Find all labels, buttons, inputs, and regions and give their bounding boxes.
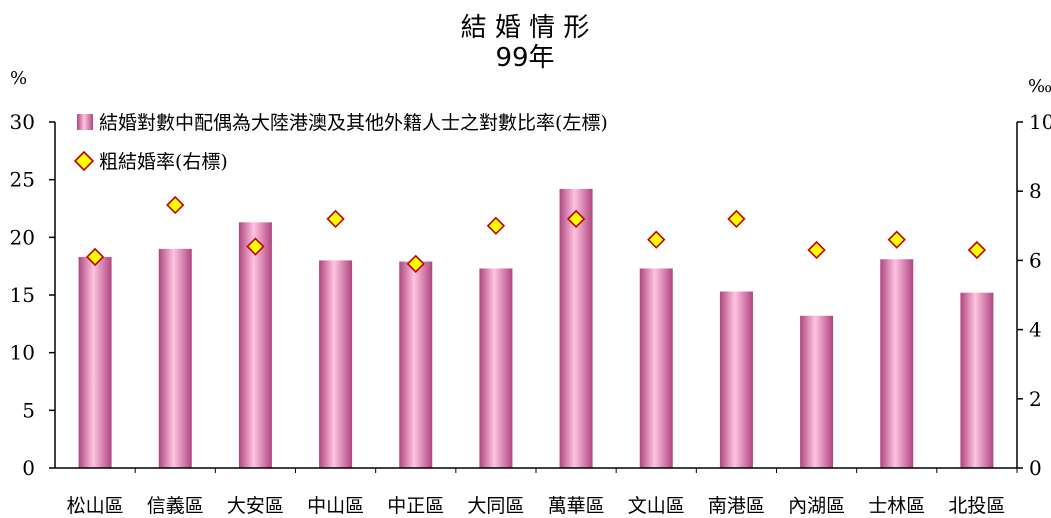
left-tick-label: 10 [10, 341, 35, 365]
left-tick-label: 20 [10, 225, 35, 249]
category-label: 士林區 [868, 495, 925, 517]
category-label: 大同區 [467, 495, 524, 517]
bar [479, 268, 513, 468]
marker-point [566, 209, 586, 229]
legend-marker-label: 粗結婚率(右標) [99, 151, 228, 173]
marker-series [85, 195, 987, 273]
marker-point [727, 209, 746, 229]
legend-bar-swatch [77, 114, 93, 130]
bar [960, 292, 994, 468]
chart-title: 結 婚 情 形 [461, 13, 590, 43]
left-tick-label: 15 [10, 283, 35, 307]
category-label: 萬華區 [548, 495, 605, 517]
right-axis-unit: ‰ [1028, 76, 1051, 97]
legend-bar-label: 結婚對數中配偶為大陸港澳及其他外籍人士之對數比率(左標) [99, 112, 608, 134]
marker-point [967, 240, 987, 260]
left-axis-ticks: 0 5 10 15 20 25 30 [10, 110, 55, 480]
legend-marker-swatch [73, 150, 95, 172]
category-label: 中正區 [387, 495, 444, 517]
category-label: 北投區 [948, 495, 1005, 517]
marker-point [486, 216, 506, 235]
left-axis-unit: % [10, 68, 27, 89]
marker-point [85, 247, 105, 267]
bar [399, 261, 433, 468]
category-label: 中山區 [307, 495, 364, 517]
left-tick-label: 0 [22, 456, 35, 480]
category-label: 信義區 [147, 495, 204, 517]
right-tick-label: 0 [1029, 456, 1042, 480]
legend: 結婚對數中配偶為大陸港澳及其他外籍人士之對數比率(左標) 粗結婚率(右標) [73, 112, 608, 173]
right-tick-label: 10 [1029, 110, 1051, 134]
bar [800, 315, 834, 468]
left-tick-label: 5 [22, 398, 35, 422]
right-tick-label: 6 [1029, 248, 1042, 272]
marker-point [807, 240, 826, 260]
bar [719, 291, 753, 468]
marker-point [887, 230, 906, 249]
category-label: 文山區 [628, 495, 685, 517]
marker-point [246, 237, 265, 256]
category-label: 南港區 [708, 495, 765, 517]
marker-point [326, 209, 345, 229]
category-label: 大安區 [227, 495, 284, 517]
marker-point [647, 230, 666, 249]
bar [158, 248, 192, 468]
bar [880, 259, 914, 468]
right-tick-label: 8 [1029, 179, 1042, 203]
bar-series [78, 188, 994, 469]
left-tick-label: 25 [10, 168, 35, 192]
bar [238, 222, 272, 468]
left-tick-label: 30 [10, 110, 35, 134]
right-tick-label: 4 [1029, 318, 1042, 342]
bar [639, 268, 673, 468]
category-labels: 松山區 信義區 大安區 中山區 中正區 大同區 萬華區 文山區 南港區 內湖區 士林區 北投區 [67, 468, 1018, 517]
bar [78, 256, 112, 468]
marker-point [166, 195, 185, 215]
category-label: 松山區 [67, 495, 124, 517]
marker-point [406, 254, 425, 273]
category-label: 內湖區 [788, 495, 845, 517]
right-axis-ticks: 0 2 4 6 8 10 [1017, 110, 1051, 480]
bar [319, 260, 353, 468]
chart-subtitle: 99年 [495, 43, 554, 73]
right-tick-label: 2 [1029, 387, 1042, 411]
bar [559, 188, 593, 469]
